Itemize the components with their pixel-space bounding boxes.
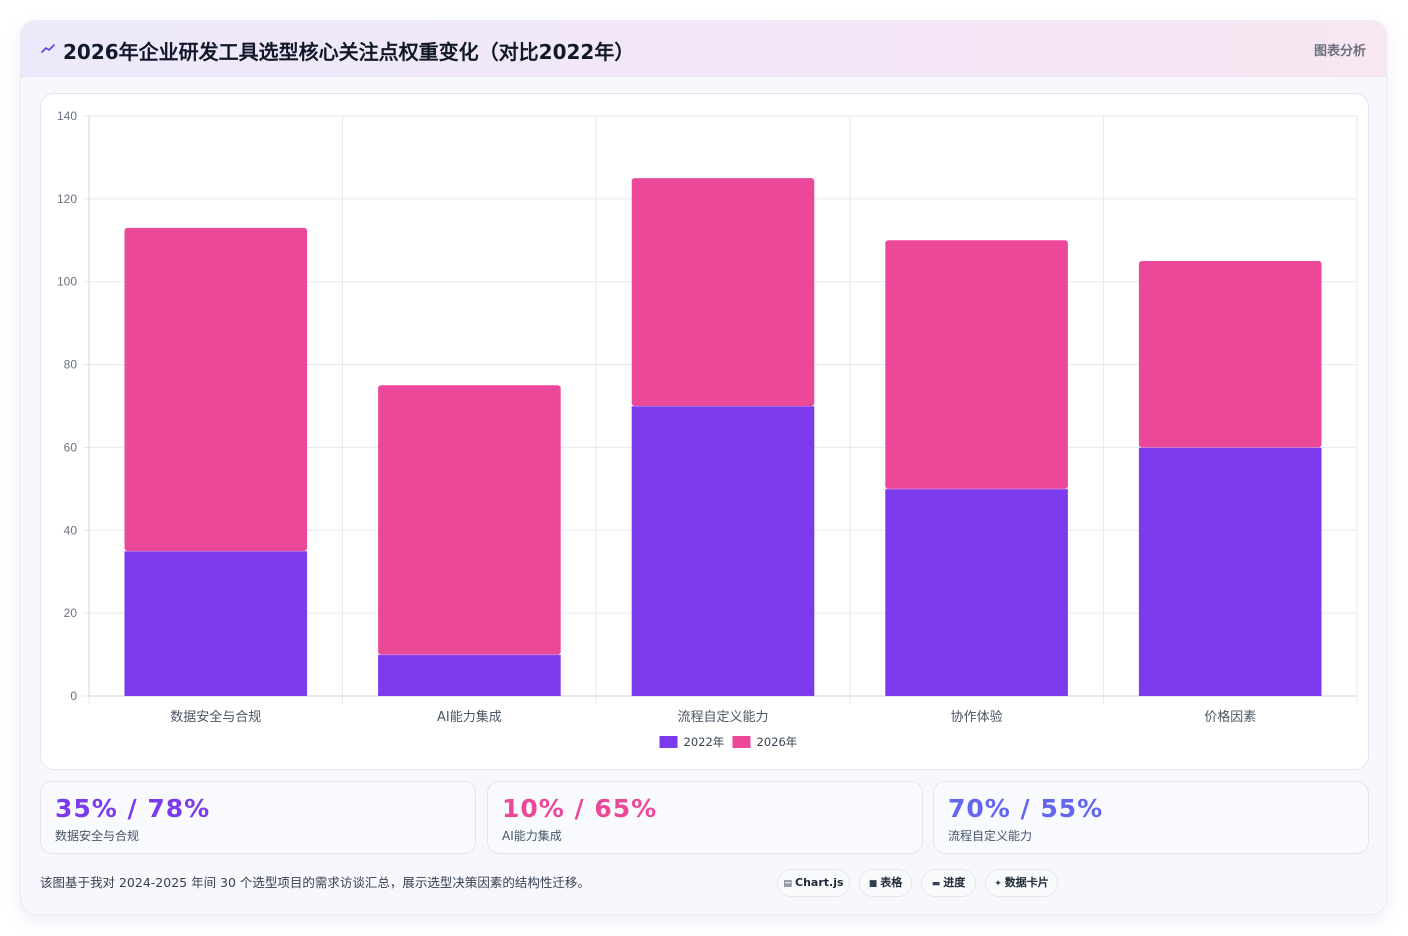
x-tick-label: 数据安全与合规 [170, 709, 261, 725]
table-icon: ■ [868, 879, 878, 889]
y-tick-label: 0 [70, 689, 77, 703]
legend-swatch [659, 736, 678, 748]
y-tick-label: 20 [64, 606, 78, 620]
bar-2026 [631, 178, 815, 406]
chart-analysis-badge[interactable]: 图表分析 [1313, 44, 1366, 59]
chart-icon: ▤ [783, 879, 792, 889]
chip-label: 进度 [943, 876, 966, 889]
y-tick-label: 140 [57, 109, 77, 123]
stat-value: 10% / 65% [502, 794, 658, 823]
bar-2026 [378, 385, 561, 655]
chip-progress[interactable]: ▬ 进度 [921, 869, 976, 897]
x-tick-label: 流程自定义能力 [677, 710, 768, 725]
chip-label: 数据卡片 [1004, 876, 1049, 889]
legend-label: 2026年 [757, 735, 798, 749]
progress-icon: ▬ [931, 879, 941, 889]
y-tick-label: 80 [64, 358, 78, 372]
chart-card: 2026年企业研发工具选型核心关注点权重变化（对比2022年） 图表分析 0 20… [20, 20, 1387, 915]
chip-label: Chart.js [795, 876, 844, 889]
y-tick-label: 60 [64, 440, 78, 454]
stat-card-data-security: 35% / 78% 数据安全与合规 [40, 781, 476, 854]
bar-2022 [885, 488, 1068, 696]
y-tick-label: 120 [57, 192, 77, 206]
x-tick-label: 价格因素 [1204, 709, 1256, 725]
stat-label: AI能力集成 [502, 829, 562, 843]
bar-2022 [631, 406, 815, 696]
legend-swatch [732, 736, 751, 748]
sparkle-icon: ✦ [994, 879, 1002, 889]
card-header: 2026年企业研发工具选型核心关注点权重变化（对比2022年） 图表分析 [21, 21, 1386, 77]
bar-2022 [1138, 447, 1322, 696]
stat-label: 数据安全与合规 [55, 829, 140, 843]
chip-data-card[interactable]: ✦ 数据卡片 [985, 869, 1058, 897]
footnote: 该图基于我对 2024-2025 年间 30 个选型项目的需求访谈汇总，展示选型… [40, 875, 590, 890]
trend-line-icon [41, 44, 55, 53]
stat-value: 35% / 78% [55, 794, 211, 823]
x-tick-label: 协作体验 [951, 709, 1003, 725]
y-tick-label: 40 [64, 523, 78, 537]
stat-card-ai-integration: 10% / 65% AI能力集成 [487, 781, 923, 854]
bar-2026 [124, 227, 308, 551]
stat-label: 流程自定义能力 [948, 829, 1033, 843]
stacked-bar-chart: 0 20 40 60 80 100 120 140 数据安全与合规 AI能力集成 流程自定义能力 协作… [57, 109, 1358, 749]
y-tick-label: 100 [57, 275, 77, 289]
stat-card-workflow-custom: 70% / 55% 流程自定义能力 [933, 781, 1369, 854]
chip-table[interactable]: ■ 表格 [859, 869, 912, 897]
chip-chartjs[interactable]: ▤ Chart.js [777, 869, 850, 897]
page-title: 2026年企业研发工具选型核心关注点权重变化（对比2022年） [63, 40, 635, 64]
bar-2026 [885, 240, 1068, 489]
chart-panel: 0 20 40 60 80 100 120 140 数据安全与合规 AI能力集成 流程自定义能力 协作… [40, 93, 1369, 770]
chip-label: 表格 [880, 876, 903, 889]
stat-value: 70% / 55% [948, 794, 1104, 823]
bar-2022 [124, 551, 308, 696]
x-tick-label: AI能力集成 [437, 709, 502, 725]
legend-label: 2022年 [684, 735, 725, 749]
bar-2022 [378, 654, 561, 696]
bar-2026 [1138, 261, 1322, 448]
